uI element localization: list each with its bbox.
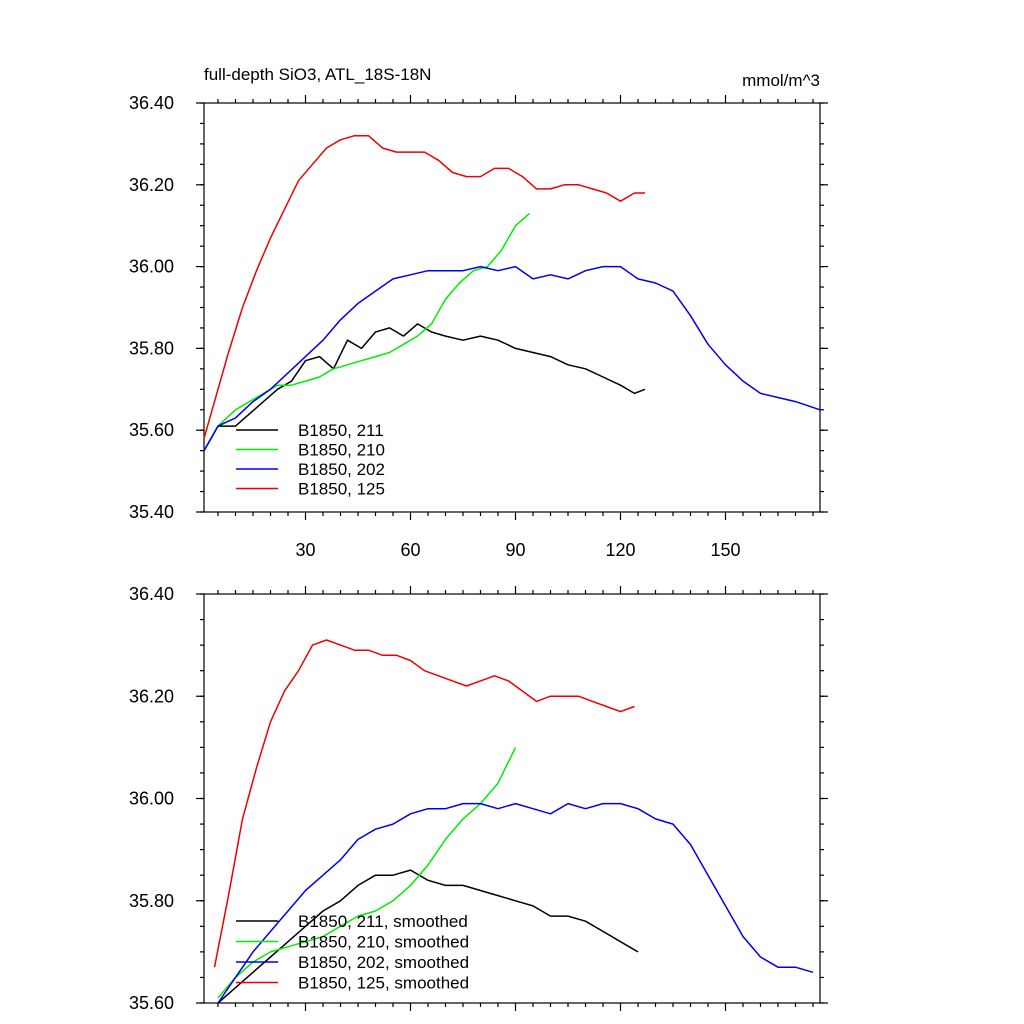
bottom-plot: 35.60 35.80 36.00 36.20 36.40 B1850, 211, smo… [129,584,828,1013]
series-line-0 [203,323,646,452]
y-tick-label: 36.40 [129,93,174,113]
y-tick-label: 36.40 [129,584,174,604]
y-tick-label: 36.00 [129,257,174,277]
x-tick-label: 150 [710,540,740,560]
x-tick-label: 30 [295,540,315,560]
series-line-3 [213,639,635,968]
y-tick-label: 36.00 [129,789,174,809]
legend-label: B1850, 211, smoothed [298,912,468,931]
y-tick-label: 35.60 [129,993,174,1013]
y-tick-label: 35.80 [129,338,174,358]
y-tick-label: 35.80 [129,891,174,911]
y-tick-label: 35.40 [129,502,174,522]
plot-frame [203,593,821,1004]
legend-label: B1850, 125 [298,480,385,499]
x-tick-label: 60 [400,540,420,560]
legend-label: B1850, 211 [298,421,384,440]
series-line-2 [217,802,814,1004]
series-line-0 [217,869,639,1004]
legend-label: B1850, 202, smoothed [298,953,469,972]
plot-frame [203,102,821,513]
x-tick-label: 90 [505,540,525,560]
legend-label: B1850, 210 [298,441,385,460]
y-tick-label: 35.60 [129,420,174,440]
series-line-2 [203,265,821,452]
series-line-1 [203,212,530,452]
legend-label: B1850, 125, smoothed [298,974,469,993]
y-tick-label: 36.20 [129,175,174,195]
top-plot: 35.40 35.60 35.80 36.00 36.20 36.40 30 60 90 120 1… [129,93,828,560]
chart-title: full-depth SiO3, ATL_18S-18N [204,65,431,84]
legend-label: B1850, 210, smoothed [298,933,469,952]
x-tick-label: 120 [605,540,635,560]
series-line-1 [217,747,517,999]
series-line-3 [203,134,645,439]
legend-label: B1850, 202 [298,460,385,479]
y-tick-label: 36.20 [129,686,174,706]
units-label: mmol/m^3 [742,71,820,90]
